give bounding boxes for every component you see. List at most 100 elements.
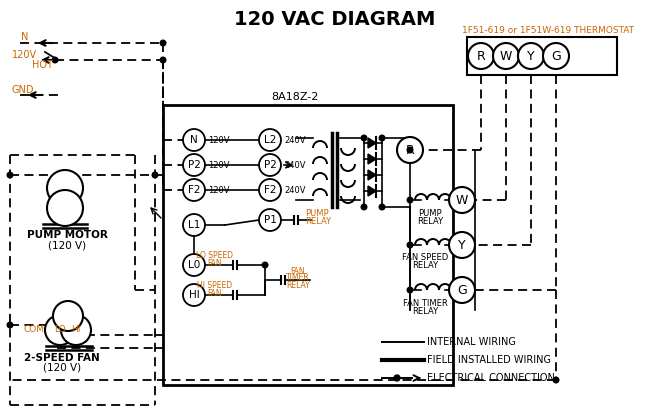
- Text: 240V: 240V: [284, 160, 306, 170]
- Circle shape: [183, 129, 205, 151]
- Circle shape: [543, 43, 569, 69]
- Text: PUMP: PUMP: [418, 209, 442, 217]
- Text: RELAY: RELAY: [417, 217, 443, 225]
- Circle shape: [468, 43, 494, 69]
- Text: 1F51-619 or 1F51W-619 THERMOSTAT: 1F51-619 or 1F51W-619 THERMOSTAT: [462, 26, 634, 34]
- Circle shape: [160, 57, 165, 63]
- Text: 8A18Z-2: 8A18Z-2: [271, 92, 319, 102]
- Text: Y: Y: [527, 49, 535, 62]
- Circle shape: [7, 172, 13, 178]
- Circle shape: [397, 137, 423, 163]
- Circle shape: [379, 135, 385, 141]
- Text: N: N: [190, 135, 198, 145]
- Polygon shape: [368, 138, 376, 148]
- Circle shape: [493, 43, 519, 69]
- Text: P2: P2: [188, 160, 200, 170]
- Text: (120 V): (120 V): [43, 363, 81, 373]
- Circle shape: [183, 154, 205, 176]
- Text: G: G: [457, 284, 467, 297]
- Circle shape: [47, 170, 83, 206]
- Text: 240V: 240V: [284, 186, 306, 194]
- Text: W: W: [500, 49, 512, 62]
- Bar: [163, 105, 453, 385]
- Text: LO SPEED: LO SPEED: [196, 251, 234, 261]
- Circle shape: [262, 262, 268, 268]
- Text: G: G: [551, 49, 561, 62]
- Text: FAN SPEED: FAN SPEED: [402, 253, 448, 262]
- Text: FIELD INSTALLED WIRING: FIELD INSTALLED WIRING: [427, 355, 551, 365]
- Text: HI: HI: [71, 326, 80, 334]
- Circle shape: [183, 214, 205, 236]
- Circle shape: [152, 172, 158, 178]
- Text: HOT: HOT: [31, 60, 52, 70]
- Circle shape: [379, 204, 385, 210]
- Text: P1: P1: [263, 215, 277, 225]
- Text: COM: COM: [23, 326, 44, 334]
- Text: W: W: [456, 194, 468, 207]
- Text: 120V: 120V: [208, 135, 230, 145]
- Text: FAN: FAN: [208, 259, 222, 267]
- Circle shape: [259, 179, 281, 201]
- Circle shape: [7, 322, 13, 328]
- Text: L0: L0: [188, 260, 200, 270]
- Polygon shape: [368, 154, 376, 164]
- Circle shape: [45, 315, 75, 345]
- Text: LO: LO: [54, 326, 66, 334]
- Circle shape: [407, 197, 413, 203]
- Text: INTERNAL WIRING: INTERNAL WIRING: [427, 337, 516, 347]
- Circle shape: [183, 284, 205, 306]
- Text: FAN TIMER: FAN TIMER: [403, 298, 448, 308]
- Text: N: N: [21, 32, 29, 42]
- Circle shape: [53, 301, 83, 331]
- Text: 120V: 120V: [208, 160, 230, 170]
- Text: ELECTRICAL CONNECTION: ELECTRICAL CONNECTION: [427, 373, 555, 383]
- Circle shape: [361, 135, 366, 141]
- Text: L2: L2: [264, 135, 276, 145]
- Circle shape: [553, 377, 559, 383]
- Text: 2-SPEED FAN: 2-SPEED FAN: [24, 353, 100, 363]
- Circle shape: [518, 43, 544, 69]
- Text: FAN: FAN: [291, 266, 306, 276]
- Circle shape: [361, 204, 366, 210]
- Circle shape: [407, 242, 413, 248]
- Circle shape: [160, 40, 165, 46]
- Text: FAN: FAN: [208, 289, 222, 297]
- Text: F2: F2: [188, 185, 200, 195]
- Circle shape: [449, 232, 475, 258]
- Circle shape: [259, 209, 281, 231]
- Circle shape: [183, 179, 205, 201]
- Polygon shape: [368, 186, 376, 196]
- Circle shape: [259, 154, 281, 176]
- Text: Y: Y: [458, 238, 466, 251]
- Polygon shape: [368, 170, 376, 180]
- Text: P2: P2: [263, 160, 277, 170]
- Circle shape: [407, 287, 413, 293]
- Text: (120 V): (120 V): [48, 240, 86, 250]
- Text: R: R: [476, 49, 485, 62]
- Text: RELAY: RELAY: [412, 307, 438, 316]
- Circle shape: [47, 190, 83, 226]
- Text: F2: F2: [264, 185, 276, 195]
- Circle shape: [449, 187, 475, 213]
- Circle shape: [52, 57, 58, 63]
- Text: RELAY: RELAY: [286, 280, 310, 290]
- Text: TIMER: TIMER: [286, 274, 310, 282]
- Bar: [467, 37, 617, 75]
- Text: L1: L1: [188, 220, 200, 230]
- Circle shape: [449, 277, 475, 303]
- Text: 120V: 120V: [12, 50, 37, 60]
- Text: 120 VAC DIAGRAM: 120 VAC DIAGRAM: [234, 10, 436, 29]
- Text: 240V: 240V: [284, 135, 306, 145]
- Text: HI: HI: [189, 290, 200, 300]
- Text: R: R: [405, 143, 414, 157]
- Text: RELAY: RELAY: [305, 217, 331, 225]
- Text: 120V: 120V: [208, 186, 230, 194]
- Circle shape: [61, 315, 91, 345]
- Text: HI SPEED: HI SPEED: [198, 282, 232, 290]
- Circle shape: [183, 254, 205, 276]
- Text: PUMP: PUMP: [305, 209, 328, 217]
- Text: RELAY: RELAY: [412, 261, 438, 271]
- Text: PUMP MOTOR: PUMP MOTOR: [27, 230, 107, 240]
- Circle shape: [407, 147, 413, 153]
- Circle shape: [259, 129, 281, 151]
